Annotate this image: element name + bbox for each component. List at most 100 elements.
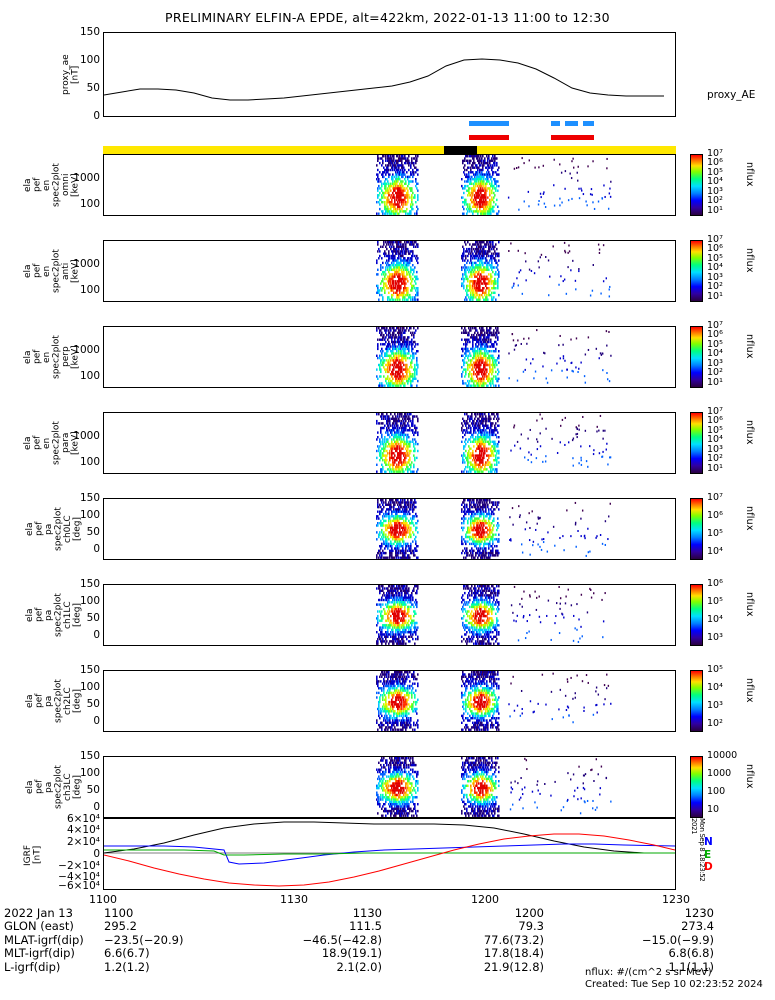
spectrogram-ytick-4-2: 50 <box>86 526 100 538</box>
colorbar-label-2-6: 10¹ <box>707 376 723 388</box>
spectrogram-panel-0 <box>103 154 676 216</box>
spectrogram-data <box>376 499 611 559</box>
status-bar-black-segment <box>444 146 477 154</box>
colorbar-label-7-3: 10 <box>707 803 720 815</box>
blue-marker-3 <box>565 121 578 126</box>
colorbar-2 <box>690 326 703 388</box>
row-label-mlt: MLT-igrf(dip) <box>4 946 75 961</box>
table-row: MLAT-igrf(dip) −23.5(−20.9) −46.5(−42.8)… <box>4 932 774 947</box>
spectrogram-ytick-7-0: 150 <box>79 750 100 762</box>
spectrogram-ytick-1-1: 100 <box>79 284 100 296</box>
spectrogram-data <box>376 241 611 301</box>
igrf-legend-n: N <box>704 836 713 848</box>
proxy-ae-ytick-150: 150 <box>79 26 100 38</box>
xtick-1230: 1230 <box>662 893 690 906</box>
ephemeris-table: 2022 Jan 13 1100 1130 1200 1230 GLON (ea… <box>4 906 774 974</box>
igrf-ytick-3: 0 <box>93 848 100 860</box>
colorbar-label-6-3: 10² <box>707 717 723 729</box>
colorbar-label-1-0: 10⁷ <box>707 234 723 245</box>
colorbar-label-2-4: 10³ <box>707 357 723 369</box>
colorbar-0 <box>690 154 703 216</box>
colorbar-6 <box>690 670 703 732</box>
proxy-ae-ytick-100: 100 <box>79 54 100 66</box>
colorbar-label-0-6: 10¹ <box>707 204 723 216</box>
xtick-1130: 1130 <box>280 893 308 906</box>
cell-t0-date: 1100 <box>104 906 134 920</box>
igrf-legend-e: E <box>704 849 712 861</box>
spectrogram-ytick-0-1: 100 <box>79 198 100 210</box>
colorbar-label-3-4: 10³ <box>707 443 723 455</box>
colorbar-label-4-3: 10⁴ <box>707 545 723 557</box>
cell-t1-mlt: 18.9(19.1) <box>321 946 382 961</box>
spectrogram-ytick-4-1: 100 <box>79 509 100 521</box>
spectrogram-ytick-0-0: 1000 <box>73 172 100 184</box>
colorbar-label-2-3: 10⁴ <box>707 348 723 360</box>
spectrogram-ytick-6-0: 150 <box>79 664 100 676</box>
colorbar-label-7-1: 1000 <box>707 767 732 779</box>
spectrogram-panel-3 <box>103 412 676 474</box>
colorbar-label-4-1: 10⁶ <box>707 509 723 521</box>
colorbar-7 <box>690 756 703 818</box>
table-row: MLT-igrf(dip) 6.6(6.7) 18.9(19.1) 17.8(1… <box>4 946 774 961</box>
spectrogram-ytick-6-1: 100 <box>79 681 100 693</box>
colorbar-title-2: nflux <box>744 334 755 359</box>
row-label-glon: GLON (east) <box>4 919 74 934</box>
igrf-legend-d: D <box>704 861 713 873</box>
colorbar-4 <box>690 498 703 560</box>
colorbar-label-1-3: 10⁴ <box>707 262 723 274</box>
colorbar-label-0-3: 10⁴ <box>707 176 723 188</box>
colorbar-label-1-1: 10⁶ <box>707 243 723 255</box>
colorbar-label-3-6: 10¹ <box>707 462 723 474</box>
spectrogram-panel-4 <box>103 498 676 560</box>
row-label-l: L-igrf(dip) <box>4 959 61 974</box>
colorbar-label-2-5: 10² <box>707 367 723 379</box>
proxy-ae-ytick-0: 0 <box>93 110 100 122</box>
spectrogram-panel-2 <box>103 326 676 388</box>
cell-t2-mlat: 77.6(73.2) <box>483 932 544 947</box>
igrf-ytick-1: 4×10⁴ <box>66 824 100 836</box>
spectrogram-ytick-3-0: 1000 <box>73 430 100 442</box>
cell-t1-date: 1130 <box>352 906 382 920</box>
colorbar-label-4-2: 10⁵ <box>707 527 723 539</box>
igrf-ytick-6: −6×10⁴ <box>58 880 100 892</box>
colorbar-label-2-1: 10⁶ <box>707 329 723 341</box>
colorbar-label-6-1: 10⁴ <box>707 681 723 693</box>
spectrogram-panel-7 <box>103 756 676 818</box>
colorbar-5 <box>690 584 703 646</box>
cell-t0-mlt: 6.6(6.7) <box>104 946 150 961</box>
spectrogram-ytick-5-1: 100 <box>79 595 100 607</box>
spectrogram-ytick-4-3: 0 <box>93 543 100 555</box>
cell-t0-l: 1.2(1.2) <box>104 959 150 974</box>
xtick-1200: 1200 <box>471 893 499 906</box>
spectrogram-ytick-5-3: 0 <box>93 629 100 641</box>
proxy-ae-ylabel: proxy_ae [nT] <box>61 54 81 96</box>
colorbar-label-3-2: 10⁵ <box>707 424 723 436</box>
cell-t1-l: 2.1(2.0) <box>336 959 382 974</box>
colorbar-title-4: nflux <box>744 506 755 531</box>
spectrogram-ytick-6-3: 0 <box>93 715 100 727</box>
spectrogram-ytick-3-1: 100 <box>79 456 100 468</box>
cell-t3-mlt: 6.8(6.8) <box>668 946 714 961</box>
colorbar-title-0: nflux <box>744 162 755 187</box>
blue-marker-4 <box>583 121 594 126</box>
igrf-traces <box>104 821 675 887</box>
footer-created: Created: Tue Sep 10 02:23:52 2024 <box>585 979 763 990</box>
cell-t1-glon: 111.5 <box>349 919 382 934</box>
spectrogram-ytick-2-0: 1000 <box>73 344 100 356</box>
cell-t2-mlt: 17.8(18.4) <box>483 946 544 961</box>
blue-marker-2 <box>551 121 560 126</box>
cell-t3-l: 1.1(1.1) <box>668 959 714 974</box>
blue-marker-1 <box>469 121 509 126</box>
spectrogram-ytick-5-0: 150 <box>79 578 100 590</box>
spectrogram-ytick-5-2: 50 <box>86 612 100 624</box>
colorbar-label-1-5: 10² <box>707 281 723 293</box>
igrf-ytick-4: −2×10⁴ <box>58 860 100 872</box>
red-marker-2 <box>551 135 594 140</box>
spectrogram-data <box>376 155 612 215</box>
colorbar-label-0-5: 10² <box>707 195 723 207</box>
spectrogram-data <box>376 413 612 473</box>
cell-t0-mlat: −23.5(−20.9) <box>104 932 184 947</box>
colorbar-title-1: nflux <box>744 248 755 273</box>
colorbar-3 <box>690 412 703 474</box>
colorbar-label-0-0: 10⁷ <box>707 148 723 159</box>
